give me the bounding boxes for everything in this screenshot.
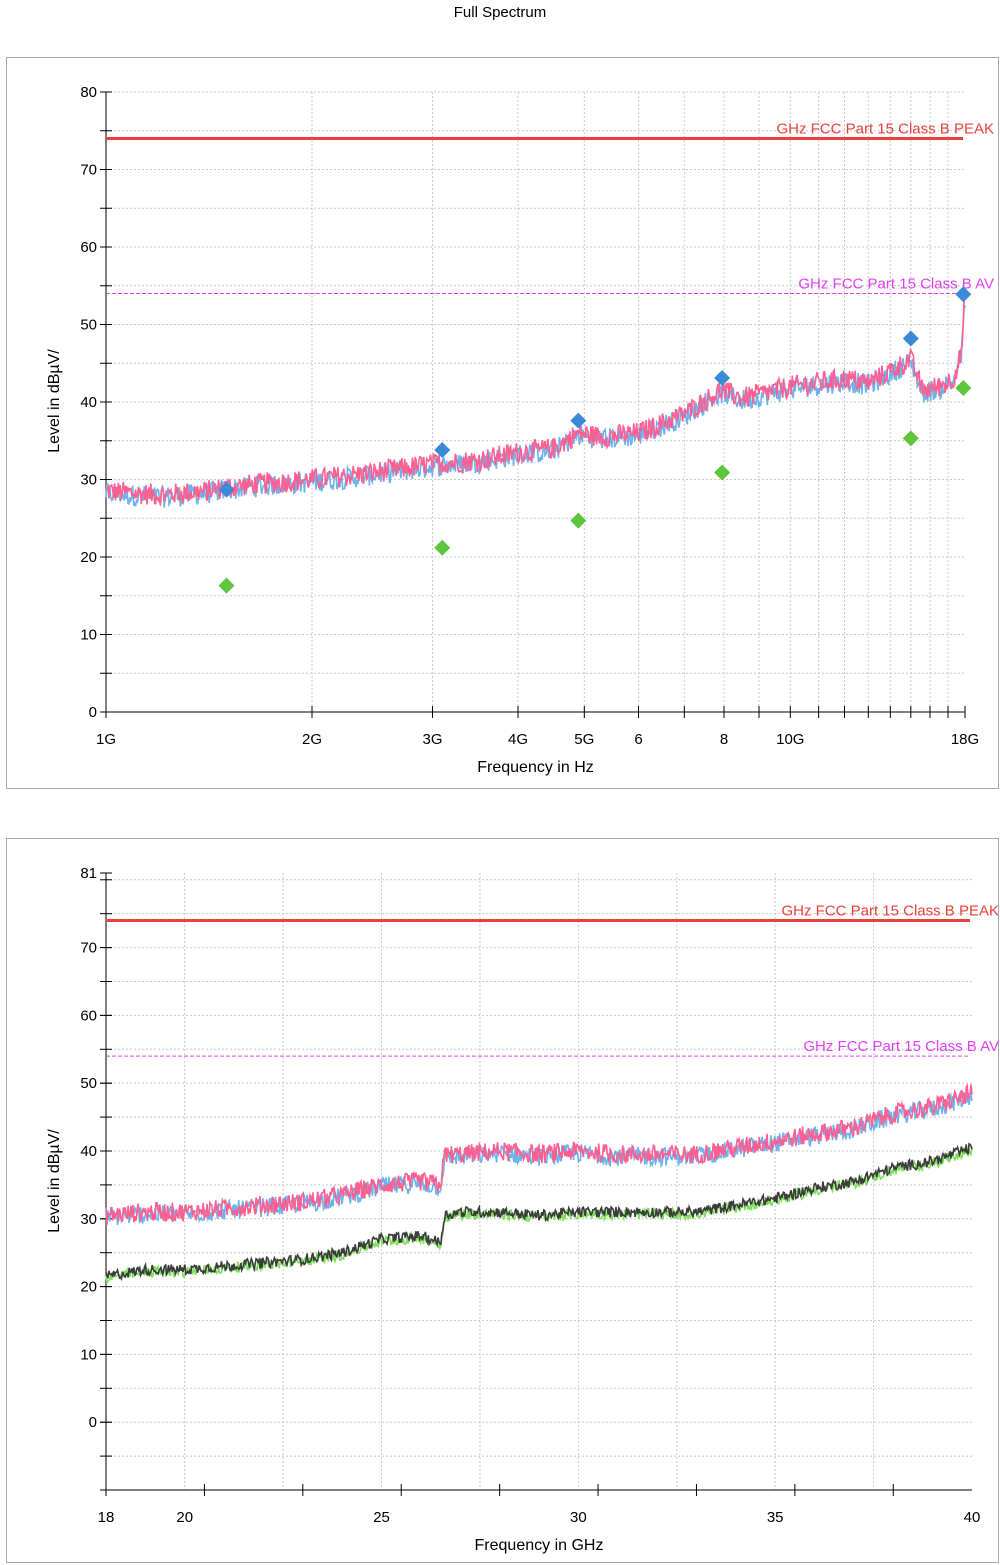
chart-1-y-tick-label: 70 [80, 162, 97, 179]
chart-1-y-tick-label: 60 [80, 239, 97, 256]
chart-2-x-tick-label: 20 [176, 1509, 193, 1526]
chart-1-x-tick-label: 5G [574, 731, 594, 748]
chart-2-y-axis-label: Level in dBµV/ [46, 1128, 63, 1233]
chart-1-y-axis-label: Level in dBµV/ [46, 349, 63, 453]
chart-2-x-tick-label: 25 [373, 1509, 390, 1526]
chart-2-y-tick-label: 60 [80, 1007, 97, 1024]
chart-2-canvas: 0 10 20 30 40 50 60 70 81 18 20 25 30 35 40 GHz FCC Par… [80, 865, 999, 1526]
chart-1-x-axis-label: Frequency in Hz [477, 759, 594, 776]
chart-2-y-tick-label: 70 [80, 940, 97, 957]
chart-1-peak-marker [902, 330, 919, 347]
chart-1-y-tick-label: 10 [80, 627, 97, 644]
chart-2-x-axis-label: Frequency in GHz [474, 1537, 604, 1554]
chart-1-avg-marker [570, 512, 587, 529]
chart-2-peak-trace-shadow [105, 1090, 973, 1226]
chart-2-peak-trace [105, 1083, 973, 1225]
chart-1-y-tick-label: 80 [80, 84, 97, 101]
chart-1-peak-marker [434, 442, 451, 459]
chart-1-x-tick-label: 1G [96, 731, 116, 748]
chart-1-peak-marker [955, 286, 972, 303]
chart-1-canvas: 0 10 20 30 40 50 60 70 80 1G 2G 3G 4G 5G 6 8 10G 18G GHz F… [80, 84, 994, 748]
chart-1-y-tick-label: 50 [80, 317, 97, 334]
chart-1-peak-marker [714, 369, 731, 386]
chart-1-avg-marker [955, 380, 972, 397]
chart-1-x-tick-label: 6 [634, 731, 642, 748]
chart-1-peak-trace-shadow [105, 304, 966, 508]
chart-2-peak-limit-label: GHz FCC Part 15 Class B PEAK [781, 902, 999, 919]
chart-1-y-tick-label: 30 [80, 472, 97, 489]
chart-1-x-tick-label: 8 [720, 731, 728, 748]
chart-2-avg-trace [105, 1142, 973, 1282]
chart-1-peak-limit-label: GHz FCC Part 15 Class B PEAK [776, 121, 994, 138]
chart-2-y-tick-label: 10 [80, 1346, 97, 1363]
chart-1-avg-marker [434, 539, 451, 556]
chart-1-peak-trace [105, 294, 966, 506]
chart-1-avg-marker [902, 430, 919, 447]
chart-1-avg-marker [714, 464, 731, 481]
chart-2-x-tick-label: 35 [767, 1509, 784, 1526]
chart-1-x-tick-label: 3G [422, 731, 442, 748]
chart-2-y-tick-label: 0 [89, 1414, 97, 1431]
chart-1-y-tick-label: 0 [89, 704, 97, 721]
chart-1-x-tick-label: 10G [776, 731, 804, 748]
chart-1-peak-marker [218, 481, 235, 498]
chart-2-av-limit-label: GHz FCC Part 15 Class B AV [803, 1038, 999, 1055]
chart-2-x-tick-label: 18 [98, 1509, 115, 1526]
chart-1-y-tick-label: 40 [80, 394, 97, 411]
chart-1-x-tick-label: 4G [508, 731, 528, 748]
chart-2-y-tick-label: 50 [80, 1075, 97, 1092]
chart-panel-full-range: 0 10 20 30 40 50 60 70 80 1G 2G 3G 4G 5G 6 8 10G 18G GHz F… [6, 57, 999, 789]
chart-1-peak-marker [570, 412, 587, 429]
chart-2-x-tick-label: 30 [570, 1509, 587, 1526]
chart-2-x-tick-label: 40 [964, 1509, 981, 1526]
chart-1-x-tick-label: 18G [951, 731, 979, 748]
chart-1-av-limit-label: GHz FCC Part 15 Class B AV [798, 276, 994, 293]
chart-1-y-tick-label: 20 [80, 549, 97, 566]
chart-panel-high-range: 0 10 20 30 40 50 60 70 81 18 20 25 30 35 40 GHz FCC Par… [6, 838, 999, 1563]
chart-1-avg-marker [218, 577, 235, 594]
chart-1-x-tick-label: 2G [302, 731, 322, 748]
chart-2-y-tick-label: 81 [80, 865, 97, 882]
chart-2-y-tick-label: 40 [80, 1143, 97, 1160]
chart-2-y-tick-label: 20 [80, 1279, 97, 1296]
chart-2-y-tick-label: 30 [80, 1211, 97, 1228]
page-title: Full Spectrum [453, 4, 547, 21]
